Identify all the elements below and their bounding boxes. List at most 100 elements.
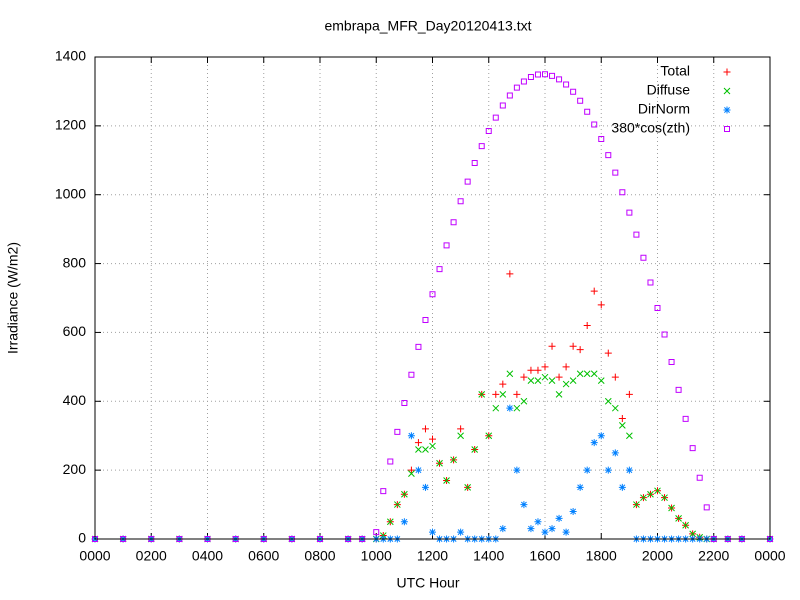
point (415, 446, 422, 453)
point (583, 322, 591, 330)
point (429, 528, 436, 536)
point (534, 71, 541, 78)
legend-marker (723, 68, 731, 76)
point (513, 390, 521, 398)
point (471, 446, 479, 453)
point (513, 466, 521, 474)
legend-marker (723, 87, 731, 95)
point (626, 432, 633, 440)
point (682, 521, 689, 529)
point (436, 459, 443, 467)
x-tick-label: 1400 (473, 548, 504, 564)
x-tick-label: 0200 (136, 548, 167, 564)
point (527, 366, 535, 374)
x-tick-label: 1800 (586, 548, 617, 564)
point (414, 439, 422, 447)
point (710, 536, 717, 542)
point (499, 102, 506, 109)
point (661, 494, 668, 502)
legend-marker (724, 126, 730, 132)
point (633, 501, 640, 508)
point (548, 377, 556, 384)
point (696, 474, 703, 481)
point (590, 439, 598, 447)
point (429, 435, 436, 443)
point (527, 525, 535, 533)
point (520, 373, 528, 381)
point (506, 404, 514, 412)
legend: Total Diffuse DirNorm 380*cos(zth) (611, 63, 731, 136)
legend-label: 380*cos(zth) (611, 120, 690, 136)
point (675, 386, 682, 393)
point (408, 470, 415, 477)
point (394, 428, 401, 435)
point (583, 370, 591, 378)
point (604, 349, 612, 357)
chart-title: embrapa_MFR_Day20120413.txt (324, 18, 531, 34)
point (597, 301, 605, 309)
point (625, 390, 633, 398)
legend-label: Diffuse (647, 82, 691, 98)
point (471, 160, 478, 167)
point (618, 422, 626, 429)
point (590, 370, 598, 378)
point (429, 442, 436, 450)
point (583, 466, 591, 474)
legend-marker (723, 106, 731, 114)
y-tick-label: 1200 (55, 117, 86, 133)
point (541, 373, 549, 381)
point (549, 72, 556, 79)
point (682, 415, 689, 422)
point (408, 371, 415, 378)
point (499, 391, 507, 398)
point (485, 128, 492, 135)
point (555, 373, 563, 381)
point (373, 529, 380, 536)
point (675, 514, 682, 522)
point (647, 279, 654, 286)
point (555, 391, 563, 398)
point (640, 494, 647, 502)
point (590, 287, 598, 295)
point (654, 487, 661, 495)
point (386, 518, 394, 526)
point (429, 291, 436, 298)
point (584, 108, 591, 115)
point (591, 121, 598, 128)
point (542, 71, 548, 78)
point (457, 432, 464, 440)
point (387, 458, 394, 465)
x-axis-label: UTC Hour (396, 575, 459, 591)
x-tick-label: 0000 (79, 548, 110, 564)
point (527, 73, 534, 80)
point (689, 530, 697, 538)
y-tick-label: 0 (78, 530, 86, 546)
point (499, 380, 507, 388)
point (611, 373, 619, 381)
point (520, 397, 528, 405)
point (520, 501, 528, 509)
point (618, 415, 626, 422)
point (260, 536, 267, 542)
series (92, 71, 773, 542)
point (556, 76, 563, 83)
point (478, 391, 486, 398)
point (541, 528, 549, 536)
x-tick-label: 0800 (304, 548, 335, 564)
point (577, 97, 584, 104)
point (654, 304, 661, 311)
point (400, 518, 408, 526)
point (534, 366, 542, 374)
y-tick-label: 1000 (55, 185, 86, 201)
y-tick-label: 1400 (55, 48, 86, 64)
point (492, 404, 500, 412)
point (421, 483, 429, 491)
point (407, 466, 415, 474)
point (661, 331, 668, 338)
point (767, 536, 773, 542)
point (569, 507, 577, 515)
point (380, 488, 387, 495)
x-tick-label: 0400 (192, 548, 223, 564)
point (407, 432, 415, 440)
